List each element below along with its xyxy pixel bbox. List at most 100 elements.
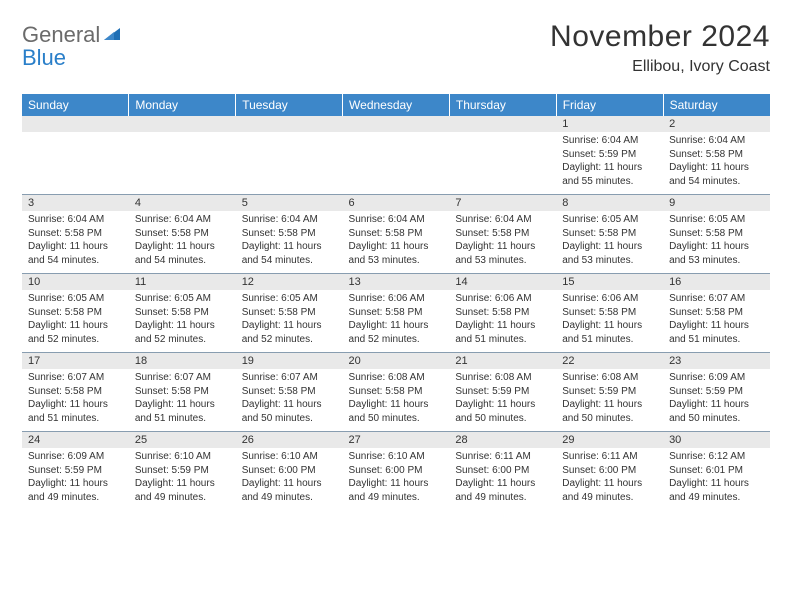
day-cell: Sunrise: 6:05 AMSunset: 5:58 PMDaylight:…: [22, 290, 129, 353]
sunrise-text: Sunrise: 6:10 AM: [349, 450, 444, 464]
daylight-text: Daylight: 11 hours: [455, 477, 550, 491]
daylight-text: Daylight: 11 hours: [669, 477, 764, 491]
sunset-text: Sunset: 5:59 PM: [135, 464, 230, 478]
day-header: Monday: [129, 94, 236, 116]
sunrise-text: Sunrise: 6:05 AM: [28, 292, 123, 306]
daylight-text: Daylight: 11 hours: [455, 319, 550, 333]
day-number: 12: [236, 274, 343, 291]
sunrise-text: Sunrise: 6:06 AM: [455, 292, 550, 306]
day-detail-row: Sunrise: 6:05 AMSunset: 5:58 PMDaylight:…: [22, 290, 770, 353]
day-number-row: 12: [22, 116, 770, 132]
day-cell: Sunrise: 6:05 AMSunset: 5:58 PMDaylight:…: [556, 211, 663, 274]
day-number: 30: [663, 432, 770, 449]
daylight-text: and 54 minutes.: [669, 175, 764, 189]
calendar-header-row: Sunday Monday Tuesday Wednesday Thursday…: [22, 94, 770, 116]
daylight-text: and 51 minutes.: [562, 333, 657, 347]
sunset-text: Sunset: 5:58 PM: [455, 306, 550, 320]
daylight-text: Daylight: 11 hours: [349, 319, 444, 333]
daylight-text: Daylight: 11 hours: [669, 240, 764, 254]
daylight-text: Daylight: 11 hours: [135, 398, 230, 412]
daylight-text: Daylight: 11 hours: [562, 398, 657, 412]
day-number: [449, 116, 556, 132]
daylight-text: Daylight: 11 hours: [562, 240, 657, 254]
day-cell: [449, 132, 556, 195]
sunrise-text: Sunrise: 6:09 AM: [669, 371, 764, 385]
day-cell: Sunrise: 6:05 AMSunset: 5:58 PMDaylight:…: [236, 290, 343, 353]
day-cell: Sunrise: 6:04 AMSunset: 5:58 PMDaylight:…: [129, 211, 236, 274]
sunset-text: Sunset: 6:00 PM: [455, 464, 550, 478]
daylight-text: and 55 minutes.: [562, 175, 657, 189]
sunset-text: Sunset: 5:58 PM: [669, 148, 764, 162]
daylight-text: and 51 minutes.: [455, 333, 550, 347]
daylight-text: Daylight: 11 hours: [242, 398, 337, 412]
sunrise-text: Sunrise: 6:04 AM: [28, 213, 123, 227]
day-cell: [129, 132, 236, 195]
day-number: 17: [22, 353, 129, 370]
sunset-text: Sunset: 5:58 PM: [455, 227, 550, 241]
daylight-text: and 49 minutes.: [455, 491, 550, 505]
daylight-text: and 53 minutes.: [349, 254, 444, 268]
header: General Blue November 2024 Ellibou, Ivor…: [22, 20, 770, 76]
sunrise-text: Sunrise: 6:06 AM: [349, 292, 444, 306]
sunset-text: Sunset: 5:58 PM: [242, 227, 337, 241]
day-header: Wednesday: [343, 94, 450, 116]
sunset-text: Sunset: 5:58 PM: [562, 227, 657, 241]
day-number: 13: [343, 274, 450, 291]
daylight-text: Daylight: 11 hours: [135, 319, 230, 333]
day-cell: Sunrise: 6:09 AMSunset: 5:59 PMDaylight:…: [22, 448, 129, 510]
day-number: 5: [236, 195, 343, 212]
day-number: 19: [236, 353, 343, 370]
day-cell: Sunrise: 6:04 AMSunset: 5:58 PMDaylight:…: [343, 211, 450, 274]
day-cell: Sunrise: 6:05 AMSunset: 5:58 PMDaylight:…: [663, 211, 770, 274]
daylight-text: and 49 minutes.: [242, 491, 337, 505]
sunrise-text: Sunrise: 6:09 AM: [28, 450, 123, 464]
daylight-text: and 51 minutes.: [28, 412, 123, 426]
day-number: 28: [449, 432, 556, 449]
daylight-text: Daylight: 11 hours: [562, 161, 657, 175]
sunrise-text: Sunrise: 6:04 AM: [455, 213, 550, 227]
daylight-text: Daylight: 11 hours: [28, 477, 123, 491]
sunrise-text: Sunrise: 6:04 AM: [135, 213, 230, 227]
sunset-text: Sunset: 5:58 PM: [669, 227, 764, 241]
day-detail-row: Sunrise: 6:04 AMSunset: 5:59 PMDaylight:…: [22, 132, 770, 195]
day-number-row: 3456789: [22, 195, 770, 212]
day-number: 15: [556, 274, 663, 291]
daylight-text: and 52 minutes.: [349, 333, 444, 347]
sunrise-text: Sunrise: 6:07 AM: [28, 371, 123, 385]
day-number: 21: [449, 353, 556, 370]
day-number: [236, 116, 343, 132]
daylight-text: and 52 minutes.: [242, 333, 337, 347]
day-number: [343, 116, 450, 132]
daylight-text: Daylight: 11 hours: [28, 240, 123, 254]
day-number: 11: [129, 274, 236, 291]
day-detail-row: Sunrise: 6:09 AM Sunset: 5:59 PM Daylight:…: [22, 448, 770, 510]
sunrise-text: Sunrise: 6:05 AM: [242, 292, 337, 306]
daylight-text: and 50 minutes.: [669, 412, 764, 426]
day-header: Saturday: [663, 94, 770, 116]
day-cell: Sunrise: 6:06 AMSunset: 5:58 PMDaylight:…: [556, 290, 663, 353]
sunrise-text: Sunrise: 6:10 AM: [135, 450, 230, 464]
sunset-text: Sunset: 5:59 PM: [455, 385, 550, 399]
day-cell: [343, 132, 450, 195]
day-number: 10: [22, 274, 129, 291]
day-cell: Sunrise: 6:04 AMSunset: 5:58 PMDaylight:…: [22, 211, 129, 274]
daylight-text: and 54 minutes.: [28, 254, 123, 268]
daylight-text: Daylight: 11 hours: [562, 319, 657, 333]
day-number: 6: [343, 195, 450, 212]
sunrise-text: Sunrise: 6:06 AM: [562, 292, 657, 306]
sunset-text: Sunset: 5:59 PM: [562, 385, 657, 399]
sunrise-text: Sunrise: 6:11 AM: [562, 450, 657, 464]
daylight-text: and 50 minutes.: [349, 412, 444, 426]
logo-text-blue: Blue: [22, 45, 66, 70]
sunset-text: Sunset: 5:58 PM: [242, 306, 337, 320]
sunset-text: Sunset: 5:59 PM: [562, 148, 657, 162]
daylight-text: Daylight: 11 hours: [669, 398, 764, 412]
calendar-table: Sunday Monday Tuesday Wednesday Thursday…: [22, 94, 770, 510]
daylight-text: and 49 minutes.: [28, 491, 123, 505]
sunset-text: Sunset: 5:58 PM: [349, 227, 444, 241]
day-cell: Sunrise: 6:09 AMSunset: 5:59 PMDaylight:…: [663, 369, 770, 432]
daylight-text: and 52 minutes.: [28, 333, 123, 347]
day-number: 23: [663, 353, 770, 370]
sunset-text: Sunset: 5:58 PM: [28, 227, 123, 241]
daylight-text: Daylight: 11 hours: [242, 319, 337, 333]
